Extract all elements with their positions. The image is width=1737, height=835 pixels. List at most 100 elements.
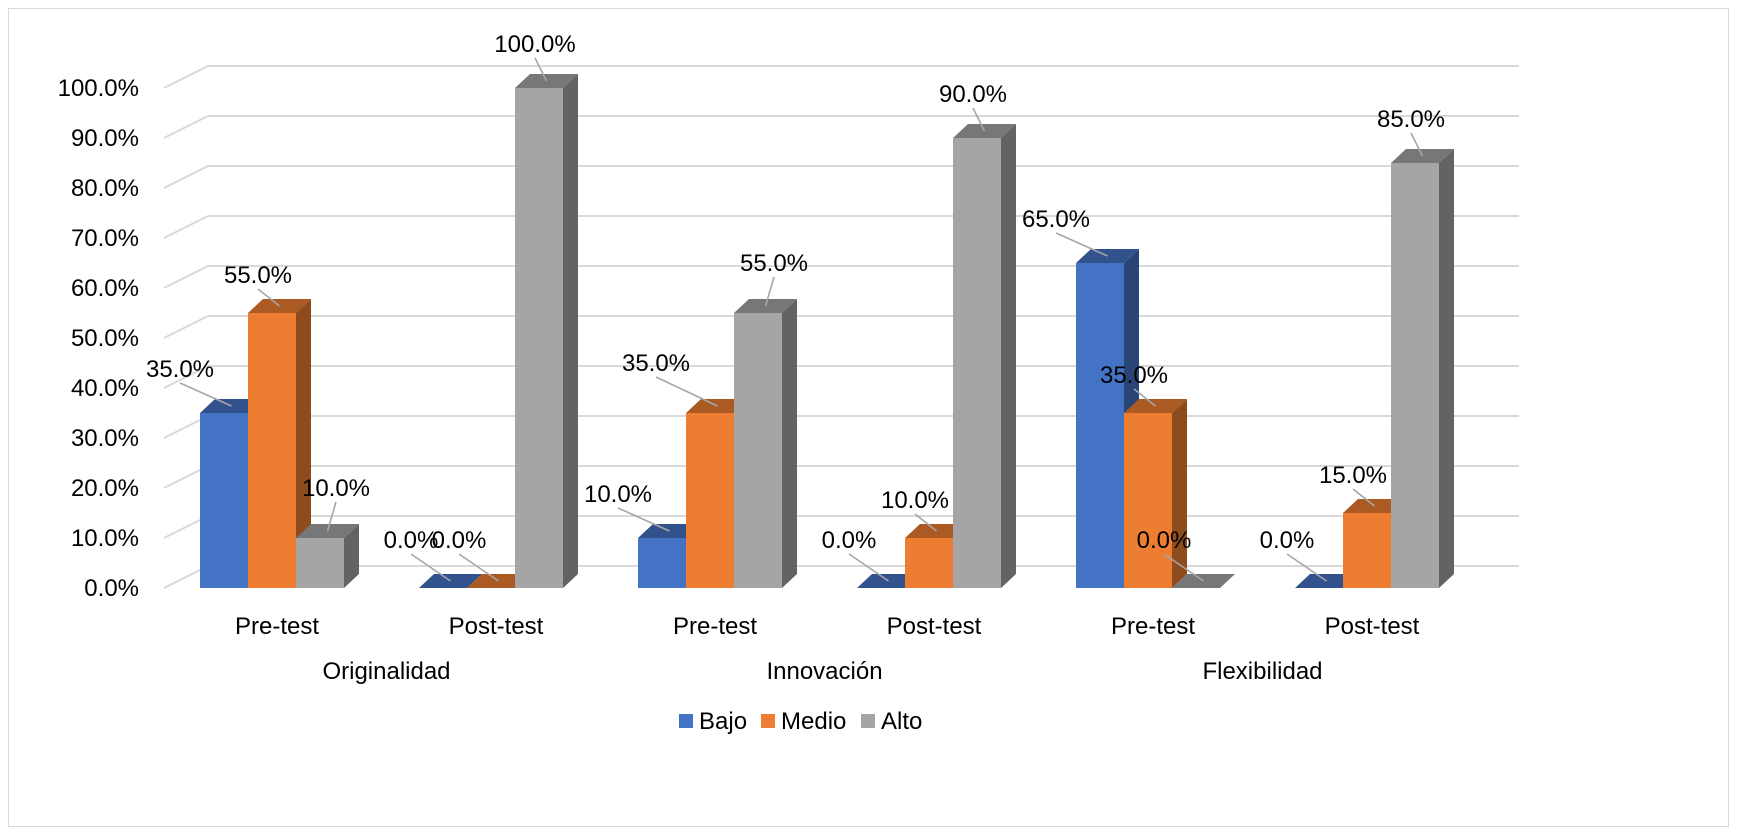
legend-swatch (861, 714, 875, 728)
category-label: Post-test (1325, 613, 1420, 640)
data-label: 35.0% (622, 350, 690, 377)
bar-alto (953, 124, 1016, 588)
bar-alto (1391, 149, 1454, 588)
bar-side (1001, 124, 1016, 588)
data-label: 10.0% (302, 475, 370, 502)
chart-canvas: 0.0%10.0%20.0%30.0%40.0%50.0%60.0%70.0%8… (58, 31, 1519, 735)
label-leader (764, 276, 775, 307)
data-label: 10.0% (584, 481, 652, 508)
legend-item-medio: Medio (761, 708, 846, 735)
y-tick-label: 10.0% (71, 525, 139, 552)
gridline-diagonal (163, 115, 209, 139)
bar-alto (515, 74, 578, 588)
legend-label: Medio (781, 708, 846, 735)
legend: Bajo Medio Alto (679, 708, 922, 735)
data-labels: 35.0%55.0%10.0%0.0%0.0%100.0%10.0%35.0%5… (146, 31, 1445, 554)
y-tick-label: 40.0% (71, 375, 139, 402)
legend-swatch (761, 714, 775, 728)
gridline-diagonal (163, 315, 209, 339)
bar-front (905, 538, 953, 588)
y-tick-label: 60.0% (71, 275, 139, 302)
gridline-diagonal (163, 215, 209, 239)
x-axis-group-labels: Originalidad Innovación Flexibilidad (322, 658, 1322, 685)
group-label: Innovación (766, 658, 882, 685)
group-label: Originalidad (322, 658, 450, 685)
gridlines (163, 65, 1519, 589)
legend-item-alto: Alto (861, 708, 922, 735)
legend-label: Bajo (699, 708, 747, 735)
label-leader (1055, 232, 1108, 257)
y-axis-ticks: 0.0% 10.0% 20.0% 30.0% 40.0% 50.0% 60.0% 70.0% 8… (58, 75, 139, 602)
data-label: 0.0% (1260, 527, 1315, 554)
category-label: Post-test (449, 613, 544, 640)
category-label: Post-test (887, 613, 982, 640)
data-label: 15.0% (1319, 462, 1387, 489)
label-leader (655, 376, 718, 407)
category-label: Pre-test (1111, 613, 1195, 640)
bar-alto (734, 299, 797, 588)
label-leader (972, 107, 986, 132)
bars (200, 74, 1454, 588)
data-label: 0.0% (1137, 527, 1192, 554)
label-leader (1410, 132, 1424, 157)
label-leader (534, 57, 548, 82)
bar-front (1343, 513, 1391, 588)
bar-alto (296, 524, 359, 588)
bar-side (296, 299, 311, 588)
gridline-diagonal (163, 365, 209, 389)
bar-front (248, 313, 296, 588)
bar-medio (248, 299, 311, 588)
label-leader (410, 553, 451, 582)
label-leader (914, 513, 937, 532)
group-label: Flexibilidad (1202, 658, 1322, 685)
label-leader (458, 553, 499, 582)
bar-front (1391, 163, 1439, 588)
x-axis-category-labels: Pre-test Post-test Pre-test Post-test Pre-te… (235, 613, 1420, 640)
label-leader (1133, 388, 1156, 407)
label-leader (179, 382, 232, 407)
data-label: 90.0% (939, 81, 1007, 108)
y-tick-label: 90.0% (71, 125, 139, 152)
data-label: 35.0% (1100, 362, 1168, 389)
gridline-diagonal (163, 65, 209, 89)
data-label: 100.0% (494, 31, 575, 58)
bar-side (1439, 149, 1454, 588)
data-label: 85.0% (1377, 106, 1445, 133)
bar-side (782, 299, 797, 588)
bar-front (200, 413, 248, 588)
category-label: Pre-test (673, 613, 757, 640)
y-tick-label: 70.0% (71, 225, 139, 252)
legend-swatch (679, 714, 693, 728)
bar-side (1172, 399, 1187, 588)
y-tick-label: 80.0% (71, 175, 139, 202)
bar-side (563, 74, 578, 588)
label-leader (617, 507, 670, 532)
data-label: 0.0% (822, 527, 877, 554)
bar-front (1124, 413, 1172, 588)
y-tick-label: 100.0% (58, 75, 139, 102)
gridline-diagonal (163, 165, 209, 189)
label-leader (257, 288, 280, 307)
label-leader (326, 501, 337, 532)
label-leaders (179, 57, 1424, 582)
bar-front (953, 138, 1001, 588)
data-label: 55.0% (224, 262, 292, 289)
bar-front (686, 413, 734, 588)
legend-label: Alto (881, 708, 922, 735)
bar-front (734, 313, 782, 588)
label-leader (848, 553, 889, 582)
data-label: 55.0% (740, 250, 808, 277)
data-label: 10.0% (881, 487, 949, 514)
category-label: Pre-test (235, 613, 319, 640)
bar-front (515, 88, 563, 588)
data-label: 0.0% (384, 527, 439, 554)
y-tick-label: 20.0% (71, 475, 139, 502)
label-leader (1352, 488, 1375, 507)
bar-medio (1124, 399, 1187, 588)
bar-front (1076, 263, 1124, 588)
data-label: 35.0% (146, 356, 214, 383)
y-tick-label: 50.0% (71, 325, 139, 352)
chart-frame: 0.0% 10.0% 20.0% 30.0% 40.0% 50.0% 60.0% 70.0% 8… (8, 8, 1729, 827)
y-tick-label: 0.0% (84, 575, 139, 602)
y-tick-label: 30.0% (71, 425, 139, 452)
